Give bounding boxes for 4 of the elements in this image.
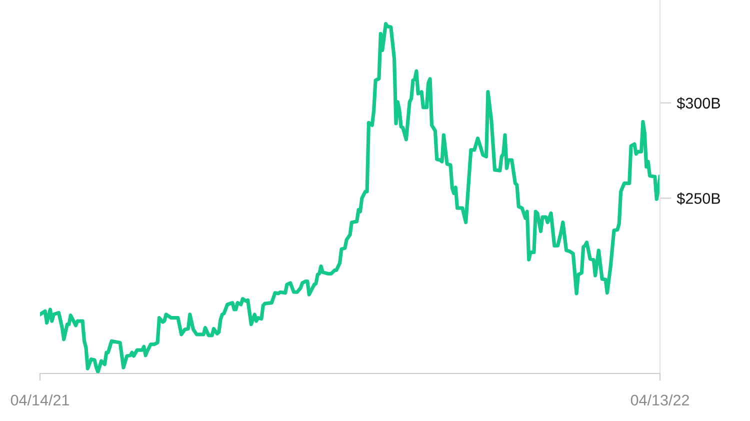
x-tick-label: 04/14/21 — [10, 394, 69, 406]
x-tick-label: 04/13/22 — [630, 394, 689, 406]
y-tick-label: $300B — [676, 97, 720, 110]
y-tick-label: $250B — [676, 192, 720, 205]
